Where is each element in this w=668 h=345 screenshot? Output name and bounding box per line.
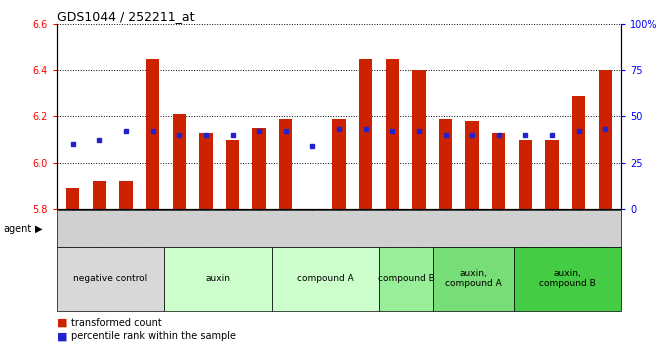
Bar: [172, 114, 186, 209]
Bar: [253, 128, 266, 209]
Text: percentile rank within the sample: percentile rank within the sample: [71, 332, 236, 341]
Bar: [359, 59, 372, 209]
Bar: [412, 70, 426, 209]
Text: GDS1044 / 252211_at: GDS1044 / 252211_at: [57, 10, 194, 23]
Bar: [545, 139, 558, 209]
Text: ■: ■: [57, 332, 67, 341]
Text: auxin,
compound A: auxin, compound A: [445, 269, 502, 288]
Bar: [385, 59, 399, 209]
Bar: [492, 132, 506, 209]
Bar: [226, 139, 239, 209]
Text: auxin: auxin: [206, 274, 230, 283]
Bar: [333, 119, 345, 209]
Text: transformed count: transformed count: [71, 318, 162, 327]
Text: ▶: ▶: [35, 224, 42, 234]
Bar: [306, 209, 319, 266]
Bar: [572, 96, 585, 209]
Bar: [439, 119, 452, 209]
Bar: [279, 119, 293, 209]
Bar: [519, 139, 532, 209]
Bar: [199, 132, 212, 209]
Text: compound A: compound A: [297, 274, 354, 283]
Bar: [66, 188, 79, 209]
Text: ■: ■: [57, 318, 67, 327]
Bar: [466, 121, 479, 209]
Bar: [146, 59, 159, 209]
Bar: [93, 181, 106, 209]
Bar: [120, 181, 133, 209]
Text: agent: agent: [3, 224, 31, 234]
Text: compound B: compound B: [378, 274, 435, 283]
Bar: [599, 70, 612, 209]
Text: auxin,
compound B: auxin, compound B: [539, 269, 596, 288]
Text: negative control: negative control: [73, 274, 148, 283]
